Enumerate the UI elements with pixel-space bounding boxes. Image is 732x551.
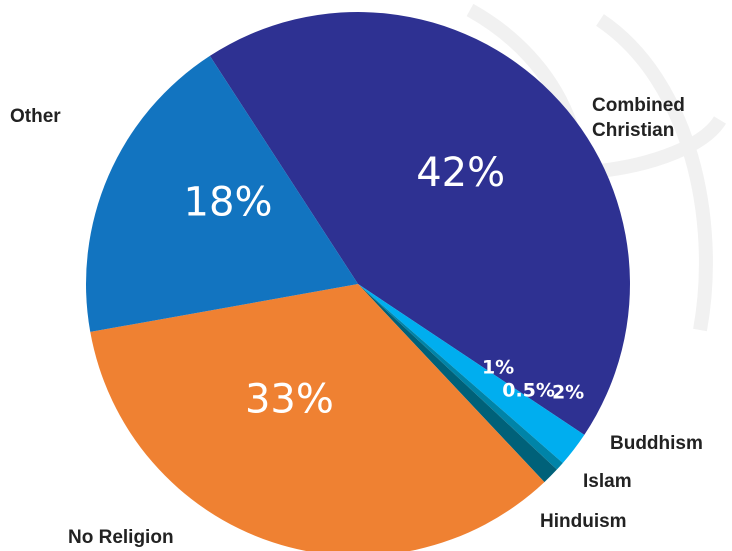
label-combined-christian: Combined Christian [592, 95, 685, 141]
value-label-islam: 0.5% [502, 379, 555, 401]
label-buddhism: Buddhism [610, 433, 703, 454]
label-no-religion: No Religion [68, 527, 174, 548]
slice-islam [358, 284, 563, 470]
slice-other [86, 55, 358, 332]
pie-value-labels: 42% 2%0.5%1% 33% 18% [184, 150, 585, 422]
value-label-buddhism: 2% [552, 382, 584, 404]
value-label-combined-christian: 42% [416, 150, 505, 196]
value-label-hinduism: 1% [482, 356, 514, 378]
slice-buddhism [358, 284, 585, 463]
slice-hinduism [358, 284, 557, 483]
label-other: Other [10, 106, 61, 127]
category-labels: Combined Christian Buddhism Islam Hinduis… [10, 95, 703, 548]
label-hinduism: Hinduism [540, 511, 627, 532]
pie-slices [86, 12, 630, 551]
slice-combined-christian [209, 12, 630, 435]
slice-no-religion [90, 284, 545, 551]
label-islam: Islam [583, 471, 632, 492]
value-label-no-religion: 33% [245, 376, 334, 422]
value-label-other: 18% [184, 180, 273, 226]
